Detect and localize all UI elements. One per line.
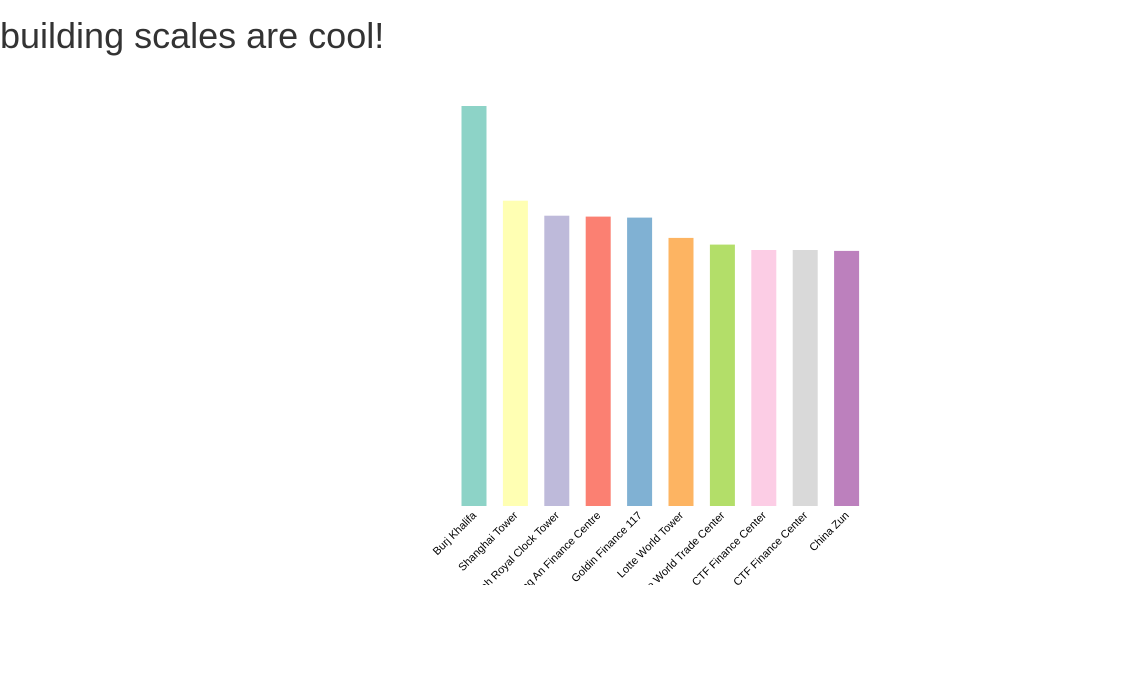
bars-layer — [461, 106, 860, 506]
bar-one-world-trade-center — [709, 244, 735, 506]
bar-goldin-finance-117 — [627, 217, 653, 506]
x-tick-label: Goldin Finance 117 — [569, 510, 644, 585]
bar-ping-an-finance-centre — [585, 216, 611, 506]
bar-makkah-royal-clock-tower — [544, 215, 570, 506]
bar-china-zun — [834, 250, 860, 506]
bar-tianjin-ctf-finance-center — [792, 250, 818, 506]
x-tick-label: China Zun — [807, 510, 851, 554]
bar-burj-khalifa — [461, 106, 487, 506]
bar-lotte-world-tower — [668, 237, 694, 506]
bar-shanghai-tower — [502, 200, 528, 506]
page-title: building scales are cool! — [0, 15, 385, 56]
bar-guangzhou-ctf-finance-center — [751, 250, 777, 506]
